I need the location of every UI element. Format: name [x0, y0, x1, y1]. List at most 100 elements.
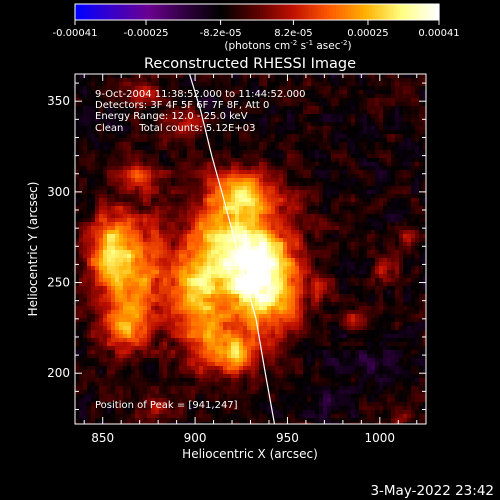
heatmap-cell — [87, 158, 92, 163]
heatmap-cell — [415, 114, 420, 119]
heatmap-cell — [199, 166, 204, 171]
heatmap-cell — [219, 110, 224, 115]
heatmap-cell — [283, 206, 288, 211]
heatmap-cell — [351, 270, 356, 275]
heatmap-cell — [307, 78, 312, 83]
heatmap-cell — [215, 234, 220, 239]
heatmap-cell — [343, 138, 348, 143]
heatmap-cell — [419, 170, 424, 175]
heatmap-cell — [151, 174, 156, 179]
heatmap-cell — [215, 166, 220, 171]
heatmap-cell — [175, 78, 180, 83]
heatmap-cell — [255, 146, 260, 151]
heatmap-cell — [399, 218, 404, 223]
heatmap-cell — [395, 90, 400, 95]
heatmap-cell — [183, 222, 188, 227]
heatmap-cell — [319, 142, 324, 147]
heatmap-cell — [363, 86, 368, 91]
heatmap-cell — [327, 78, 332, 83]
heatmap-cell — [383, 98, 388, 103]
heatmap-cell — [279, 202, 284, 207]
colorbar-cell — [108, 4, 112, 20]
heatmap-cell — [179, 286, 184, 291]
heatmap-cell — [231, 198, 236, 203]
heatmap-cell — [243, 190, 248, 195]
heatmap-cell — [143, 106, 148, 111]
heatmap-cell — [279, 178, 284, 183]
heatmap-cell — [271, 174, 276, 179]
heatmap-cell — [275, 274, 280, 279]
heatmap-cell — [355, 138, 360, 143]
heatmap-cell — [195, 134, 200, 139]
heatmap-cell — [267, 258, 272, 263]
heatmap-cell — [315, 218, 320, 223]
heatmap-cell — [323, 122, 328, 127]
heatmap-cell — [111, 194, 116, 199]
heatmap-cell — [199, 174, 204, 179]
heatmap-cell — [115, 286, 120, 291]
heatmap-cell — [123, 74, 128, 79]
colorbar-cell — [238, 4, 243, 20]
heatmap-cell — [215, 90, 220, 95]
heatmap-cell — [187, 86, 192, 91]
heatmap-cell — [387, 150, 392, 155]
heatmap-cell — [275, 254, 280, 259]
heatmap-cell — [155, 234, 160, 239]
heatmap-cell — [407, 174, 412, 179]
heatmap-cell — [319, 166, 324, 171]
heatmap-cell — [283, 230, 288, 235]
heatmap-cell — [211, 86, 216, 91]
heatmap-cell — [363, 242, 368, 247]
heatmap-cell — [331, 170, 336, 175]
heatmap-cell — [291, 114, 296, 119]
heatmap-cell — [399, 106, 404, 111]
heatmap-cell — [119, 206, 124, 211]
heatmap-cell — [219, 182, 224, 187]
heatmap-cell — [291, 290, 296, 295]
heatmap-cell — [291, 262, 296, 267]
heatmap-cell — [155, 106, 160, 111]
heatmap-cell — [235, 218, 240, 223]
heatmap-cell — [91, 274, 96, 279]
heatmap-cell — [207, 106, 212, 111]
heatmap-cell — [199, 194, 204, 199]
heatmap-cell — [327, 222, 332, 227]
heatmap-cell — [127, 138, 132, 143]
heatmap-cell — [235, 234, 240, 239]
heatmap-cell — [267, 106, 272, 111]
heatmap-cell — [379, 290, 384, 295]
heatmap-cell — [195, 274, 200, 279]
heatmap-cell — [239, 150, 244, 155]
heatmap-cell — [159, 174, 164, 179]
heatmap-cell — [283, 146, 288, 151]
heatmap-cell — [315, 290, 320, 295]
heatmap-cell — [275, 86, 280, 91]
heatmap-cell — [291, 222, 296, 227]
heatmap-cell — [407, 226, 412, 231]
heatmap-cell — [187, 242, 192, 247]
heatmap-cell — [183, 282, 188, 287]
heatmap-cell — [327, 114, 332, 119]
heatmap-cell — [347, 90, 352, 95]
heatmap-cell — [387, 106, 392, 111]
heatmap-cell — [375, 134, 380, 139]
heatmap-cell — [147, 90, 152, 95]
heatmap-cell — [243, 94, 248, 99]
heatmap-cell — [239, 110, 244, 115]
heatmap-cell — [399, 122, 404, 127]
heatmap-cell — [395, 230, 400, 235]
heatmap-cell — [159, 214, 164, 219]
heatmap-cell — [347, 110, 352, 115]
heatmap-cell — [99, 250, 104, 255]
heatmap-cell — [175, 210, 180, 215]
heatmap-cell — [411, 258, 416, 263]
heatmap-cell — [391, 230, 396, 235]
heatmap-cell — [223, 186, 228, 191]
heatmap-cell — [403, 290, 408, 295]
heatmap-cell — [415, 154, 420, 159]
heatmap-cell — [251, 118, 256, 123]
heatmap-cell — [351, 158, 356, 163]
heatmap-cell — [167, 198, 172, 203]
heatmap-cell — [419, 86, 424, 91]
colorbar-cell — [435, 4, 440, 20]
